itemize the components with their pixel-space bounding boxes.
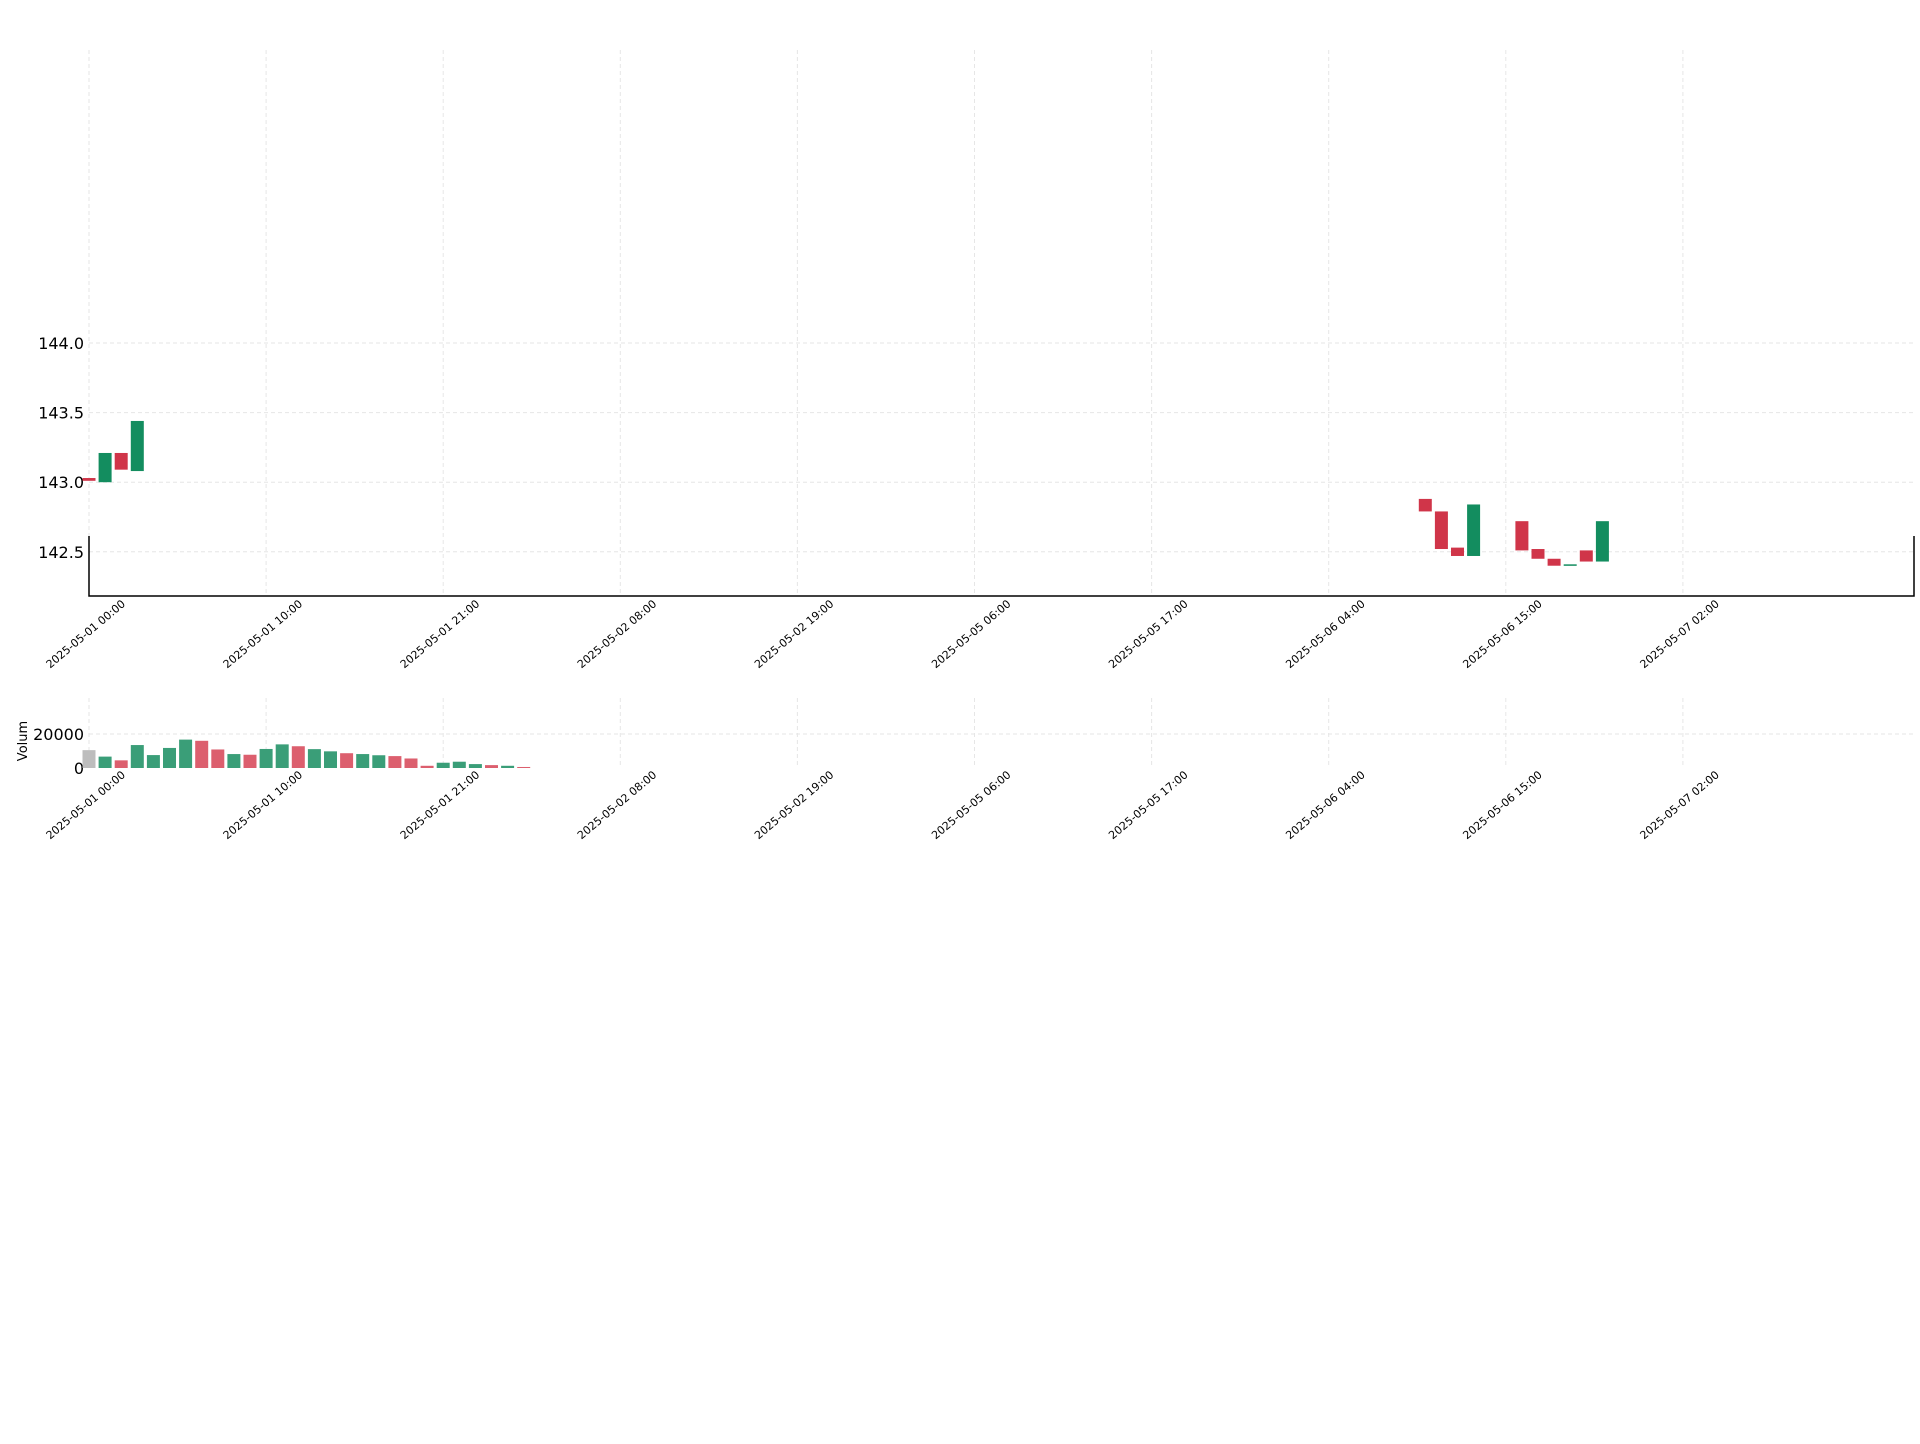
price-y-tick-label: 142.5	[38, 543, 84, 562]
volume-bar	[372, 755, 386, 768]
volume-bar	[468, 764, 482, 768]
volume-x-tick-label: 2025-05-06 04:00	[1283, 768, 1367, 842]
volume-y-axis-label: Volum	[16, 721, 31, 761]
price-x-tick-label: 2025-05-05 17:00	[1106, 597, 1190, 671]
volume-x-tick-label: 2025-05-01 00:00	[44, 768, 128, 842]
candle-down	[1579, 550, 1593, 562]
candle-up	[1595, 521, 1609, 562]
volume-bar	[517, 766, 531, 768]
volume-x-tick-label: 2025-05-02 19:00	[752, 768, 836, 842]
volume-bar	[452, 761, 466, 768]
price-y-tick-label: 143.0	[38, 473, 84, 492]
volume-x-tick-label: 2025-05-01 21:00	[398, 768, 482, 842]
price-x-tick-label: 2025-05-05 06:00	[929, 597, 1013, 671]
price-x-tick-label: 2025-05-02 19:00	[752, 597, 836, 671]
volume-bar	[501, 765, 515, 768]
volume-bar	[82, 750, 96, 768]
volume-x-tick-label: 2025-05-07 02:00	[1638, 768, 1722, 842]
volume-bar	[195, 740, 209, 768]
volume-x-tick-label: 2025-05-05 17:00	[1106, 768, 1190, 842]
volume-bar	[243, 754, 257, 768]
volume-x-tick-label: 2025-05-06 15:00	[1460, 768, 1544, 842]
candle-down	[1547, 558, 1561, 566]
volume-bar	[404, 758, 418, 768]
volume-y-tick-label: 20000	[33, 725, 84, 744]
volume-bar	[179, 739, 193, 768]
candle-up	[1563, 564, 1577, 566]
price-y-tick-label: 144.0	[38, 334, 84, 353]
volume-bar	[388, 756, 402, 768]
volume-bar	[259, 748, 273, 768]
candle-down	[82, 478, 96, 481]
candle-down	[1515, 521, 1529, 551]
volume-bar	[114, 760, 128, 768]
volume-y-tick-label: 0	[74, 759, 84, 778]
volume-x-tick-label: 2025-05-05 06:00	[929, 768, 1013, 842]
price-panel: 142.5 143.0 143.5 144.0 2025-05-01 00:00 2025…	[38, 50, 1915, 671]
volume-bar	[307, 749, 321, 768]
price-x-tick-label: 2025-05-01 10:00	[221, 597, 305, 671]
volume-bar	[324, 751, 337, 768]
candle-down	[1531, 549, 1545, 559]
candle-up	[130, 420, 144, 472]
volume-bar	[291, 746, 305, 768]
candle-up	[98, 452, 112, 483]
price-axis-frame	[88, 536, 1915, 597]
volume-bar	[356, 754, 370, 768]
price-x-tick-label: 2025-05-01 00:00	[44, 597, 128, 671]
volume-bar	[420, 765, 434, 768]
candle-down	[1451, 547, 1464, 556]
price-x-tick-label: 2025-05-07 02:00	[1638, 597, 1722, 671]
volume-bar	[340, 753, 354, 768]
volume-x-tick-label: 2025-05-02 08:00	[575, 768, 659, 842]
volume-bar	[146, 755, 160, 768]
volume-bar	[211, 749, 225, 768]
volume-bar	[275, 744, 289, 768]
volume-bar	[163, 747, 176, 768]
volume-bar	[130, 745, 144, 768]
candle-down	[1434, 511, 1448, 550]
price-x-tick-label: 2025-05-02 08:00	[575, 597, 659, 671]
volume-bar	[227, 754, 241, 768]
volume-bar	[485, 765, 498, 768]
candle-up	[1467, 504, 1481, 556]
price-y-tick-label: 143.5	[38, 404, 84, 423]
candle-down	[1418, 498, 1432, 512]
candle-down	[114, 452, 128, 470]
volume-bar	[98, 756, 112, 768]
price-x-tick-label: 2025-05-06 04:00	[1283, 597, 1367, 671]
price-x-tick-label: 2025-05-01 21:00	[398, 597, 482, 671]
volume-x-tick-label: 2025-05-01 10:00	[221, 768, 305, 842]
volume-bar	[436, 762, 450, 768]
price-x-tick-label: 2025-05-06 15:00	[1460, 597, 1544, 671]
